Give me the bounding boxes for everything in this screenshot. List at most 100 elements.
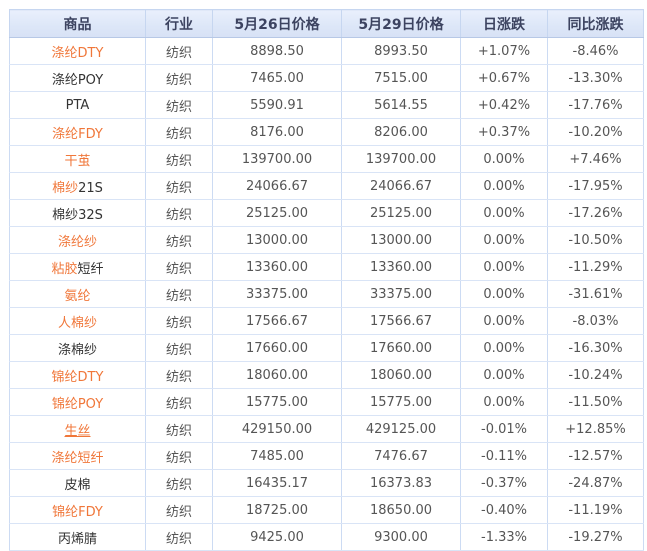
daily-change-cell: 0.00% <box>460 172 548 200</box>
price-0529-cell: 17660.00 <box>341 334 461 362</box>
product-link[interactable]: 涤纶FDY <box>52 126 103 142</box>
table-header: 商品 行业 5月26日价格 5月29日价格 日涨跌 同比涨跌 <box>9 9 644 38</box>
yoy-change-cell: -16.30% <box>547 334 644 362</box>
industry-cell: 纺织 <box>145 442 213 470</box>
price-0526-cell: 429150.00 <box>212 415 342 443</box>
daily-change-cell: 0.00% <box>460 334 548 362</box>
price-0529-cell: 5614.55 <box>341 91 461 119</box>
product-link[interactable]: 粘胶 <box>51 261 78 277</box>
price-0526-cell: 18725.00 <box>212 496 342 524</box>
product-cell: 皮棉 <box>9 469 146 497</box>
price-0529-cell: 15775.00 <box>341 388 461 416</box>
yoy-change-cell: -17.76% <box>547 91 644 119</box>
price-0529-cell: 33375.00 <box>341 280 461 308</box>
industry-cell: 纺织 <box>145 172 213 200</box>
product-cell: 干茧 <box>9 145 146 173</box>
product-link[interactable]: 人棉纱 <box>57 315 97 331</box>
price-0529-cell: 13000.00 <box>341 226 461 254</box>
yoy-change-cell: -8.03% <box>547 307 644 335</box>
table-row: 干茧 纺织 139700.00 139700.00 0.00% +7.46% <box>9 145 644 173</box>
daily-change-cell: 0.00% <box>460 361 548 389</box>
table-row: 氨纶 纺织 33375.00 33375.00 0.00% -31.61% <box>9 280 644 308</box>
product-text: 丙烯腈 <box>57 531 97 547</box>
price-0529-cell: 13360.00 <box>341 253 461 281</box>
product-cell: 涤纶短纤 <box>9 442 146 470</box>
table-row: 涤纶POY 纺织 7465.00 7515.00 +0.67% -13.30% <box>9 64 644 92</box>
daily-change-cell: 0.00% <box>460 226 548 254</box>
product-text: 皮棉 <box>64 477 91 493</box>
industry-cell: 纺织 <box>145 145 213 173</box>
industry-cell: 纺织 <box>145 91 213 119</box>
price-0529-cell: 8993.50 <box>341 37 461 65</box>
price-0526-cell: 13360.00 <box>212 253 342 281</box>
industry-cell: 纺织 <box>145 199 213 227</box>
product-link[interactable]: 锦纶FDY <box>52 504 103 520</box>
product-text: 涤棉纱 <box>57 342 97 358</box>
yoy-change-cell: -17.26% <box>547 199 644 227</box>
yoy-change-cell: -11.19% <box>547 496 644 524</box>
price-0529-cell: 24066.67 <box>341 172 461 200</box>
yoy-change-cell: +7.46% <box>547 145 644 173</box>
product-link[interactable]: 涤纶短纤 <box>51 450 104 466</box>
product-link[interactable]: 锦纶POY <box>51 396 104 412</box>
daily-change-cell: +1.07% <box>460 37 548 65</box>
yoy-change-cell: -10.20% <box>547 118 644 146</box>
commodity-price-table: 商品 行业 5月26日价格 5月29日价格 日涨跌 同比涨跌 涤纶DTY 纺织 8898.50… <box>9 9 644 551</box>
industry-cell: 纺织 <box>145 307 213 335</box>
yoy-change-cell: -10.50% <box>547 226 644 254</box>
industry-cell: 纺织 <box>145 415 213 443</box>
product-cell: 棉纱21S <box>9 172 146 200</box>
product-cell: 氨纶 <box>9 280 146 308</box>
column-header-industry: 行业 <box>145 9 213 38</box>
daily-change-cell: 0.00% <box>460 145 548 173</box>
industry-cell: 纺织 <box>145 226 213 254</box>
table-body: 涤纶DTY 纺织 8898.50 8993.50 +1.07% -8.46% 涤纶POY 纺织… <box>9 37 644 551</box>
industry-cell: 纺织 <box>145 523 213 551</box>
product-cell: 丙烯腈 <box>9 523 146 551</box>
header-row: 商品 行业 5月26日价格 5月29日价格 日涨跌 同比涨跌 <box>9 9 644 38</box>
product-cell: 人棉纱 <box>9 307 146 335</box>
column-header-price_0529: 5月29日价格 <box>341 9 461 38</box>
industry-cell: 纺织 <box>145 118 213 146</box>
product-link[interactable]: 干茧 <box>64 153 91 169</box>
table-row: 涤纶DTY 纺织 8898.50 8993.50 +1.07% -8.46% <box>9 37 644 65</box>
product-cell: 棉纱32S <box>9 199 146 227</box>
daily-change-cell: 0.00% <box>460 253 548 281</box>
price-0526-cell: 16435.17 <box>212 469 342 497</box>
price-0526-cell: 139700.00 <box>212 145 342 173</box>
yoy-change-cell: -31.61% <box>547 280 644 308</box>
product-cell: 涤纶FDY <box>9 118 146 146</box>
daily-change-cell: 0.00% <box>460 280 548 308</box>
daily-change-cell: -0.01% <box>460 415 548 443</box>
table-row: 锦纶POY 纺织 15775.00 15775.00 0.00% -11.50% <box>9 388 644 416</box>
daily-change-cell: -0.40% <box>460 496 548 524</box>
product-link[interactable]: 氨纶 <box>64 288 91 304</box>
yoy-change-cell: -11.50% <box>547 388 644 416</box>
price-0529-cell: 9300.00 <box>341 523 461 551</box>
product-cell: 锦纶DTY <box>9 361 146 389</box>
table-row: 人棉纱 纺织 17566.67 17566.67 0.00% -8.03% <box>9 307 644 335</box>
price-0526-cell: 17566.67 <box>212 307 342 335</box>
table-row: 涤纶纱 纺织 13000.00 13000.00 0.00% -10.50% <box>9 226 644 254</box>
product-link[interactable]: 生丝 <box>64 423 91 439</box>
product-link[interactable]: 棉纱 <box>52 180 79 196</box>
product-link[interactable]: 锦纶DTY <box>51 369 104 385</box>
product-cell: 粘胶短纤 <box>9 253 146 281</box>
daily-change-cell: 0.00% <box>460 307 548 335</box>
price-0526-cell: 7485.00 <box>212 442 342 470</box>
product-link[interactable]: 涤纶DTY <box>51 45 104 61</box>
daily-change-cell: -0.11% <box>460 442 548 470</box>
price-0526-cell: 8176.00 <box>212 118 342 146</box>
product-text: 棉纱32S <box>52 207 103 223</box>
product-link[interactable]: 涤纶纱 <box>57 234 97 250</box>
daily-change-cell: 0.00% <box>460 388 548 416</box>
price-0526-cell: 25125.00 <box>212 199 342 227</box>
daily-change-cell: 0.00% <box>460 199 548 227</box>
product-text: 21S <box>78 180 103 196</box>
yoy-change-cell: -19.27% <box>547 523 644 551</box>
price-0529-cell: 16373.83 <box>341 469 461 497</box>
price-0526-cell: 18060.00 <box>212 361 342 389</box>
column-header-price_0526: 5月26日价格 <box>212 9 342 38</box>
daily-change-cell: +0.37% <box>460 118 548 146</box>
